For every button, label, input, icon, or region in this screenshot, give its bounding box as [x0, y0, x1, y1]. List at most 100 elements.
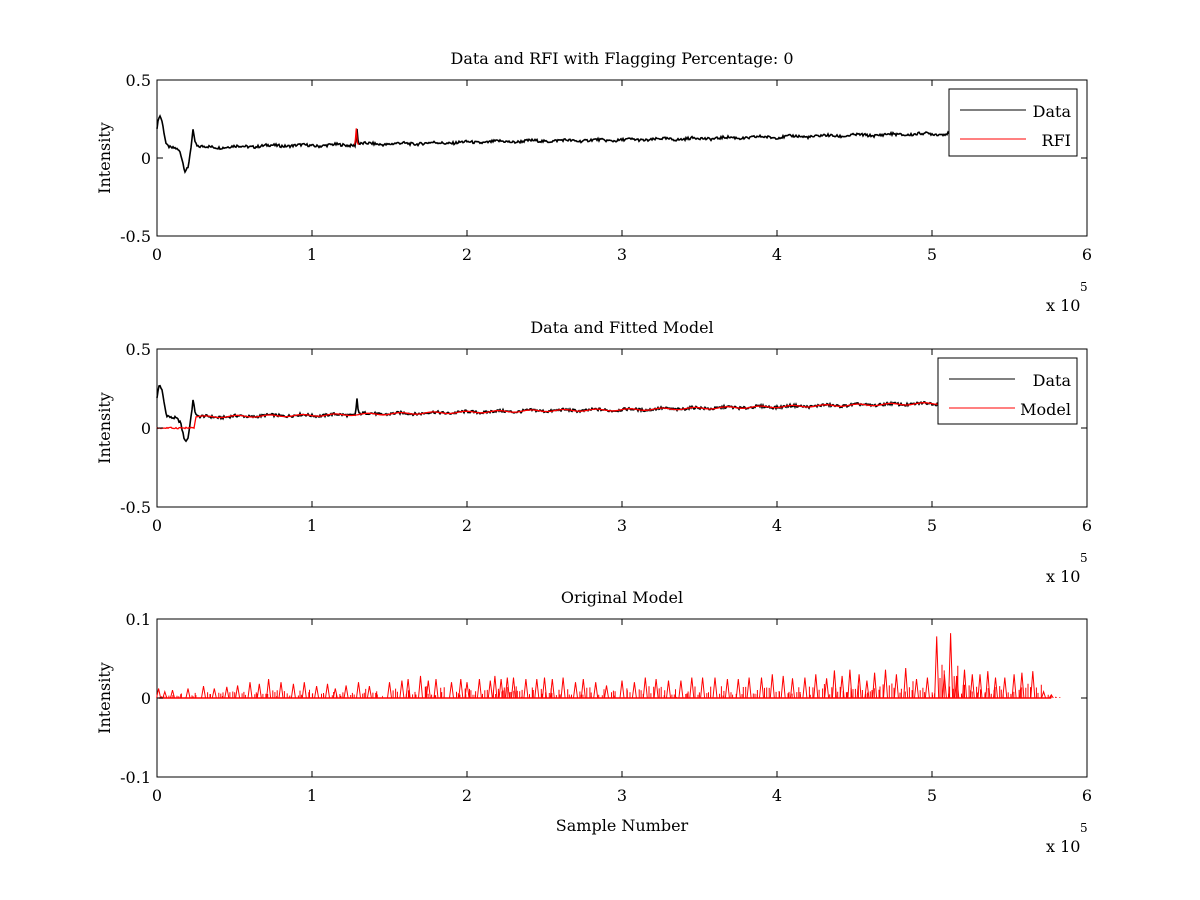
subplot-1-series-rfi	[353, 128, 360, 146]
subplot-2-x-multiplier-exponent: 5	[1080, 551, 1088, 565]
subplot-3-series-0-spike-65	[847, 669, 859, 699]
subplot-3-series-0-spike-14	[314, 686, 325, 699]
subplot-3-series-0-spike-73	[924, 677, 936, 699]
subplot-3-series-0-spike-20	[387, 682, 398, 699]
subplot-3-series-0-spike-19	[366, 686, 378, 699]
subplot-3-series-0-spike-2	[170, 689, 182, 699]
subplot-2-x-multiplier: x 10	[1046, 567, 1080, 586]
subplot-3-series-0-spike-42	[593, 682, 605, 699]
subplot-1-xtick-label-3: 3	[617, 245, 627, 264]
subplot-3-series-0-spike-0	[156, 688, 167, 699]
subplot-3-xtick-label-5: 5	[927, 786, 937, 805]
subplot-2-xtick-label-3: 3	[617, 516, 627, 535]
subplot-1-series-data	[156, 114, 1049, 174]
subplot-3-series-0-spike-33	[504, 677, 517, 699]
subplot-3-series-0-spike-28	[464, 682, 477, 699]
subplot-3-series-0-spike-82	[993, 677, 1004, 699]
subplot-1-tick-layer: 0 1 2 3 4 5 6-0.500.5	[120, 71, 1092, 264]
subplot-3-series-0-spike-4	[201, 686, 211, 699]
subplot-3-xtick-label-2: 2	[462, 786, 472, 805]
subplot-3-series-0-spike-52	[712, 677, 725, 699]
subplot-2-axes-box	[156, 348, 1088, 508]
subplot-3-series-0-spike-55	[746, 677, 758, 699]
subplot-3-series-0-spike-49	[678, 680, 689, 699]
subplot-3-series-0-spike-67	[864, 680, 875, 699]
subplot-1-legend-label-rfi: RFI	[1042, 131, 1071, 150]
subplot-3-series-0-spike-59	[790, 678, 801, 699]
subplot-2-series-layer	[156, 384, 1049, 443]
subplot-3-series-0-spike-56	[759, 677, 770, 699]
subplot-3-series-0-spike-71	[903, 667, 914, 699]
subplot-3-ytick-label-1: 0	[141, 689, 151, 708]
subplot-3-series-0-spike-13	[301, 682, 314, 699]
subplot-2-legend-box	[937, 357, 1078, 425]
subplot-2-xtick-label-0: 0	[152, 516, 162, 535]
subplot-2-xtick-label-2: 2	[462, 516, 472, 535]
subplot-3-series-0-spike-12	[290, 683, 302, 699]
subplot-3-xtick-label-4: 4	[772, 786, 782, 805]
subplot-3-series-0-spike-26	[449, 682, 461, 699]
subplot-3-series-0-spike-39	[560, 677, 572, 699]
subplot-3-series-0-spike-25	[433, 678, 445, 699]
subplot-2-ytick-label-2: 0.5	[126, 340, 151, 359]
subplot-3-series-0-spike-7	[235, 685, 246, 699]
subplot-3-series-0-spike-32	[498, 678, 511, 699]
subplot-3-series-0-spike-34	[511, 677, 523, 699]
subplot-3-series-0-spike-48	[666, 680, 676, 699]
subplot-2-legend-label-data: Data	[1033, 371, 1072, 390]
subplot-3-series-0-spike-76	[948, 633, 959, 699]
subplot-3-series-0-spike-69	[883, 669, 895, 699]
subplot-3-series-0-spike-50	[689, 677, 700, 699]
subplot-3-series-0-spike-29	[476, 678, 488, 699]
subplot-3-series-0-spike-23	[418, 675, 429, 699]
subplot-3-xtick-label-0: 0	[152, 786, 162, 805]
subplot-2-legend-label-model: Model	[1020, 400, 1071, 419]
subplot-1-legend: Data RFI	[948, 88, 1078, 157]
subplot-3-xtick-label-3: 3	[617, 786, 627, 805]
subplot-3-series-0-spike-86	[1030, 671, 1042, 699]
subplot-3-series-0-spike-45	[631, 682, 644, 699]
subplot-3-series-0-spike-54	[735, 678, 747, 699]
subplot-3-series-0-spike-24	[425, 680, 437, 699]
subplot-3-series-0-spike-44	[619, 680, 631, 699]
subplot-3-series-0-spike-1	[162, 690, 174, 699]
subplot-3-x-multiplier: x 10	[1046, 837, 1080, 856]
subplot-3-series-0-spike-37	[542, 677, 553, 699]
subplot-3-xtick-label-6: 6	[1082, 786, 1092, 805]
subplot-3: 0 1 2 3 4 5 6-0.100.1 Original Model Intensity…	[95, 588, 1092, 856]
subplot-3-series-0-spike-78	[962, 669, 973, 699]
subplot-3-series-0-spike-85	[1019, 672, 1031, 699]
subplot-3-series-0-spike-61	[813, 674, 825, 699]
subplot-2: 0 1 2 3 4 5 6-0.500.5 Data and Fitted Model In…	[95, 318, 1092, 586]
subplot-3-series-0-spike-84	[1011, 674, 1023, 699]
subplot-1-axes-box	[156, 79, 1088, 237]
subplot-1: 0 1 2 3 4 5 6-0.500.5 Data and RFI with Flaggi…	[95, 49, 1092, 315]
subplot-3-x-multiplier-exponent: 5	[1080, 821, 1088, 835]
subplot-1-legend-box	[948, 88, 1078, 157]
subplot-2-title: Data and Fitted Model	[530, 318, 713, 337]
subplot-3-series-0-spike-83	[1002, 677, 1015, 699]
subplot-3-series-0-spike-5	[211, 688, 224, 699]
subplot-1-xtick-label-1: 1	[307, 245, 317, 264]
subplot-2-tick-layer: 0 1 2 3 4 5 6-0.500.5	[120, 340, 1092, 535]
subplot-3-series-0-spike-8	[247, 682, 258, 699]
subplot-3-ytick-label-0: -0.1	[120, 768, 151, 787]
subplot-3-series-0-spike-18	[356, 682, 367, 699]
subplot-3-series-0-spike-46	[642, 677, 655, 699]
subplot-3-series-0-spike-9	[256, 683, 269, 699]
subplot-2-ytick-label-0: -0.5	[120, 498, 151, 517]
subplot-2-xtick-label-5: 5	[927, 516, 937, 535]
subplot-3-series-0-spike-72	[914, 678, 926, 699]
subplot-3-series-0-spike-60	[802, 677, 814, 699]
subplot-3-series-0-spike-66	[856, 674, 868, 699]
subplot-3-series-0-spike-38	[549, 678, 561, 699]
subplot-3-ytick-label-2: 0.1	[126, 610, 151, 629]
subplot-1-xtick-label-6: 6	[1082, 245, 1092, 264]
subplot-1-x-multiplier: x 10	[1046, 296, 1080, 315]
subplot-3-series-0-spike-10	[266, 678, 278, 699]
subplot-3-series-0-spike-87	[1041, 690, 1052, 699]
subplot-3-xlabel: Sample Number	[556, 816, 689, 835]
subplot-3-series-0-spike-68	[872, 672, 884, 699]
subplot-3-series-0-spike-81	[985, 671, 996, 699]
